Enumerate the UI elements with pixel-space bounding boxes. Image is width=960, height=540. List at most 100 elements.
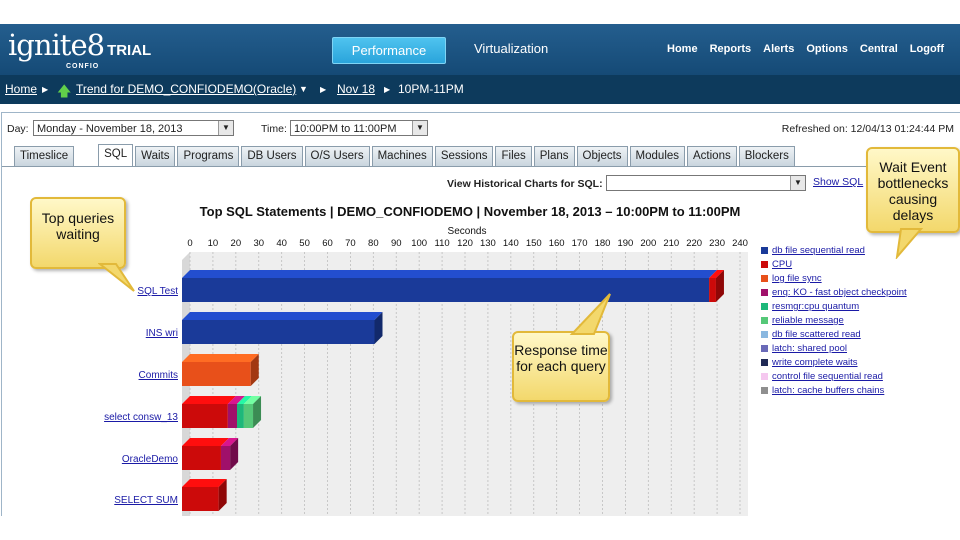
callout-tail bbox=[895, 228, 924, 259]
callout-tail bbox=[98, 263, 135, 292]
tab-programs[interactable]: Programs bbox=[177, 146, 240, 166]
legend-item[interactable]: latch: shared pool bbox=[761, 343, 847, 355]
tab-files[interactable]: Files bbox=[495, 146, 532, 166]
breadcrumb: Home ▶ 🡅 Trend for DEMO_CONFIODEMO(Oracl… bbox=[0, 75, 960, 104]
bar-segment-top bbox=[182, 354, 259, 362]
x-tick-label: 60 bbox=[322, 238, 333, 249]
legend-item[interactable]: db file sequential read bbox=[761, 245, 865, 257]
tab-bar: Timeslice SQL Waits Programs DB Users O/S Use… bbox=[14, 144, 795, 166]
legend-label[interactable]: enq: KO - fast object checkpoint bbox=[772, 287, 907, 298]
x-tick-label: 70 bbox=[345, 238, 356, 249]
legend-item[interactable]: resmgr:cpu quantum bbox=[761, 301, 859, 313]
show-sql-link[interactable]: Show SQL bbox=[813, 176, 864, 188]
legend-label[interactable]: db file sequential read bbox=[772, 245, 865, 256]
dropdown-arrow-icon[interactable]: ▼ bbox=[299, 84, 308, 94]
tab-modules[interactable]: Modules bbox=[629, 146, 686, 166]
tab-o-s-users[interactable]: O/S Users bbox=[304, 146, 370, 166]
x-tick-label: 50 bbox=[299, 238, 310, 249]
x-tick-label: 130 bbox=[480, 238, 496, 249]
logo: ignite8 TRIAL CONFIO bbox=[8, 28, 151, 70]
x-tick-label: 140 bbox=[503, 238, 519, 249]
chevron-down-icon: ▼ bbox=[412, 121, 427, 135]
nav-home[interactable]: Home bbox=[667, 43, 698, 55]
legend-label[interactable]: latch: cache buffers chains bbox=[772, 385, 885, 396]
x-tick-label: 0 bbox=[187, 238, 192, 249]
legend-swatch bbox=[761, 373, 768, 380]
breadcrumb-date[interactable]: Nov 18 bbox=[337, 82, 376, 96]
up-arrow-icon[interactable]: 🡅 bbox=[57, 83, 72, 99]
legend-swatch bbox=[761, 345, 768, 352]
nav-central[interactable]: Central bbox=[859, 43, 898, 55]
breadcrumb-separator-icon: ▶ bbox=[42, 85, 49, 94]
legend-label[interactable]: CPU bbox=[772, 259, 793, 270]
refreshed-timestamp: Refreshed on: 12/04/13 01:24:44 PM bbox=[781, 123, 954, 135]
legend-label[interactable]: log file sync bbox=[772, 273, 822, 284]
legend-item[interactable]: reliable message bbox=[761, 315, 844, 327]
legend-label[interactable]: reliable message bbox=[772, 315, 844, 326]
bar-segment-top bbox=[182, 270, 718, 278]
tab-objects[interactable]: Objects bbox=[576, 146, 628, 166]
nav-reports[interactable]: Reports bbox=[709, 43, 752, 55]
breadcrumb-trend[interactable]: Trend for DEMO_CONFIODEMO(Oracle) bbox=[76, 82, 297, 96]
tab-timeslice[interactable]: Timeslice bbox=[14, 146, 75, 166]
tab-plans[interactable]: Plans bbox=[533, 146, 575, 166]
x-tick-label: 190 bbox=[617, 238, 633, 249]
legend-item[interactable]: CPU bbox=[761, 259, 792, 271]
day-select[interactable]: Monday - November 18, 2013 ▼ bbox=[33, 120, 234, 136]
legend-item[interactable]: log file sync bbox=[761, 273, 822, 285]
legend-label[interactable]: resmgr:cpu quantum bbox=[772, 301, 860, 312]
breadcrumb-home[interactable]: Home bbox=[5, 82, 38, 96]
tab-sql[interactable]: SQL bbox=[98, 144, 134, 166]
app-window: ignite8 TRIAL CONFIO Performance Virtuali… bbox=[0, 24, 960, 516]
tab-sessions[interactable]: Sessions bbox=[434, 146, 494, 166]
time-select[interactable]: 10:00PM to 11:00PM ▼ bbox=[290, 120, 428, 136]
legend-swatch bbox=[761, 275, 768, 282]
tab-db-users[interactable]: DB Users bbox=[241, 146, 303, 166]
bar-segment bbox=[227, 404, 237, 428]
tab-actions[interactable]: Actions bbox=[687, 146, 737, 166]
logo-brand: ignite8 bbox=[8, 28, 105, 62]
x-tick-label: 170 bbox=[572, 238, 588, 249]
bar-segment-top bbox=[227, 396, 245, 404]
legend-item[interactable]: db file scattered read bbox=[761, 329, 861, 341]
bar-segment bbox=[237, 404, 244, 428]
bar-segment-side bbox=[253, 396, 262, 428]
breadcrumb-time: 10PM-11PM bbox=[398, 82, 464, 96]
bar-segment-top bbox=[237, 396, 252, 404]
legend-item[interactable]: write complete waits bbox=[761, 357, 858, 369]
legend-swatch bbox=[761, 261, 768, 268]
legend-swatch bbox=[761, 303, 768, 310]
legend-swatch bbox=[761, 289, 768, 296]
bar-segment-top bbox=[709, 270, 724, 278]
nav-logoff[interactable]: Logoff bbox=[909, 43, 944, 55]
breadcrumb-separator-icon: ▶ bbox=[320, 85, 327, 94]
legend-label[interactable]: write complete waits bbox=[772, 357, 858, 368]
nav-options[interactable]: Options bbox=[806, 43, 848, 55]
tab-machines[interactable]: Machines bbox=[371, 146, 433, 166]
history-select[interactable]: ▼ bbox=[606, 175, 806, 191]
chevron-down-icon: ▼ bbox=[218, 121, 233, 135]
x-tick-label: 230 bbox=[709, 238, 725, 249]
bar-segment-side bbox=[715, 270, 724, 302]
nav-alerts[interactable]: Alerts bbox=[763, 43, 795, 55]
sql-label: select consw_13 bbox=[104, 412, 178, 423]
callout-tail bbox=[569, 293, 611, 335]
legend-label[interactable]: control file sequential read bbox=[772, 371, 883, 382]
virtualization-link[interactable]: Virtualization bbox=[474, 41, 549, 56]
x-tick-label: 40 bbox=[276, 238, 287, 249]
bar-segment-top bbox=[182, 479, 227, 487]
bar-segment bbox=[243, 404, 254, 428]
legend-item[interactable]: latch: cache buffers chains bbox=[761, 385, 884, 397]
tab-blockers[interactable]: Blockers bbox=[738, 146, 795, 166]
legend-swatch bbox=[761, 247, 768, 254]
legend-label[interactable]: latch: shared pool bbox=[772, 343, 847, 354]
legend-label[interactable]: db file scattered read bbox=[772, 329, 861, 340]
tab-waits[interactable]: Waits bbox=[135, 146, 176, 166]
legend-item[interactable]: control file sequential read bbox=[761, 371, 883, 383]
legend-swatch bbox=[761, 359, 768, 366]
bar-segment-top bbox=[243, 396, 262, 404]
bar-segment bbox=[182, 362, 251, 386]
performance-button[interactable]: Performance bbox=[332, 37, 446, 64]
legend-item[interactable]: enq: KO - fast object checkpoint bbox=[761, 287, 907, 299]
callout-wait-events: Wait Event bottlenecks causing delays bbox=[866, 147, 960, 233]
